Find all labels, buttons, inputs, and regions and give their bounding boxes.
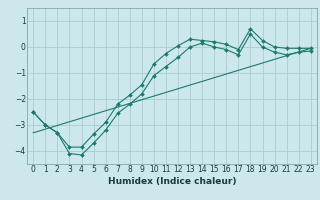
X-axis label: Humidex (Indice chaleur): Humidex (Indice chaleur) <box>108 177 236 186</box>
